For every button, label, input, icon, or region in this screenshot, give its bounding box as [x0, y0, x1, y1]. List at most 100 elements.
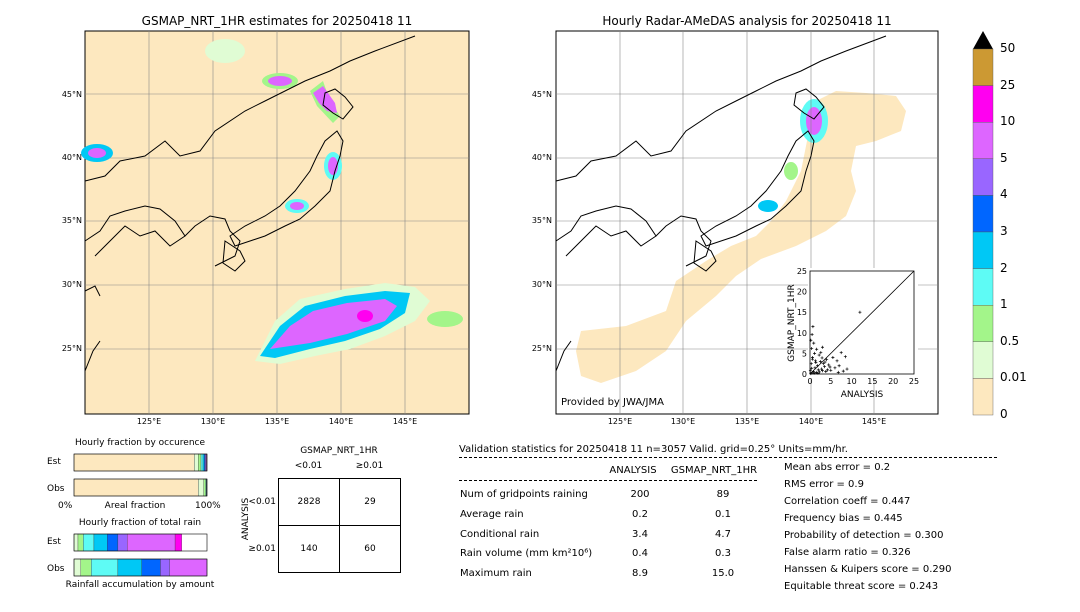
scatter-point [837, 364, 841, 368]
scatter-point [858, 310, 862, 314]
validation-col-gsmap: GSMAP_NRT_1HR [670, 465, 758, 476]
contingency-cell-22: 60 [364, 544, 376, 554]
validation-col-analysis: ANALYSIS [609, 465, 657, 476]
occurrence-frame-est [73, 453, 208, 472]
left-lat-45: 45°N [61, 90, 82, 99]
stat-gsmap-average: 0.1 [715, 509, 731, 520]
scatter-xtick: 15 [867, 377, 877, 386]
colorbar-label: 3 [1000, 224, 1008, 238]
score-freq-bias: Frequency bias = 0.445 [784, 513, 903, 524]
scatter-point [836, 370, 840, 374]
totalrain-bars [73, 533, 208, 577]
score-corr: Correlation coeff = 0.447 [784, 496, 911, 507]
scatter-point [813, 351, 817, 355]
stat-label-volume: Rain volume (mm km²10⁶) [460, 548, 593, 559]
scatter-point [820, 356, 824, 360]
validation-table-rule [459, 480, 757, 481]
occurrence-bar-est-0.01 [194, 453, 199, 472]
scatter-point [815, 364, 819, 368]
scatter-point [824, 370, 828, 374]
colorbar-segment-3 [972, 195, 994, 233]
colorbar-label: 0 [1000, 407, 1008, 421]
rain-patch-east [427, 311, 463, 327]
scatter-ytick: 0 [802, 370, 807, 379]
right-map-title: Hourly Radar-AMeDAS analysis for 2025041… [602, 14, 892, 28]
score-hk: Hanssen & Kuipers score = 0.290 [784, 564, 952, 575]
right-lon-140: 140°E [798, 417, 824, 426]
left-lon-140: 140°E [328, 417, 354, 426]
stat-label-conditional: Conditional rain [460, 529, 540, 540]
scatter-point [809, 362, 813, 366]
scatter-point [808, 368, 812, 372]
scatter-point [828, 365, 832, 369]
right-map-radar-coverage [576, 91, 906, 383]
rain-patch-north-core [268, 76, 292, 86]
totalrain-bar-obs-3 [141, 558, 161, 577]
left-lon-130: 130°E [200, 417, 226, 426]
scatter-point [818, 370, 822, 374]
scatter-xlabel: ANALYSIS [840, 390, 884, 400]
scatter-ytick: 25 [797, 267, 807, 276]
contingency-title: GSMAP_NRT_1HR [300, 446, 378, 456]
scatter-ytick: 10 [797, 329, 807, 338]
scatter-point [810, 332, 814, 336]
contingency-row-ge: ≥0.01 [248, 544, 276, 554]
stat-analysis-volume: 0.4 [632, 548, 648, 559]
right-lon-125: 125°E [607, 417, 633, 426]
radar-rain-tohoku [784, 162, 798, 180]
right-lat-35: 35°N [531, 216, 552, 225]
contingency-hdivider [279, 525, 400, 526]
scatter-point [820, 345, 824, 349]
scatter-xtick: 20 [888, 377, 898, 386]
stat-analysis-average: 0.2 [632, 509, 648, 520]
stat-gsmap-gridpoints: 89 [716, 489, 730, 500]
colorbar-segment-4 [972, 158, 994, 196]
score-mae: Mean abs error = 0.2 [784, 462, 891, 473]
stat-label-gridpoints: Num of gridpoints raining [460, 489, 588, 500]
totalrain-bar-est-5 [127, 533, 176, 552]
scatter-point [817, 353, 821, 357]
scatter-point [818, 360, 822, 364]
totalrain-frame-obs [73, 558, 208, 577]
contingency-col-lt: <0.01 [294, 461, 323, 471]
left-map-rain-patches [81, 39, 463, 364]
stat-analysis-maximum: 8.9 [632, 568, 648, 579]
scatter-point [814, 370, 818, 374]
totalrain-bar-obs-0.5 [80, 558, 92, 577]
rain-patch-hokkaido-core [313, 86, 337, 113]
score-far: False alarm ratio = 0.326 [784, 547, 911, 558]
rain-patch-honshu-core [290, 202, 304, 210]
scatter-plot: 00 5 5 10 10 15 15 20 20 25 25 [797, 267, 919, 386]
totalrain-xlabel: Rainfall accumulation by amount [65, 580, 215, 590]
occurrence-bar-obs-0 [73, 478, 199, 497]
left-lat-40: 40°N [61, 153, 82, 162]
colorbar-segment-1 [972, 268, 994, 306]
left-lon-145: 145°E [392, 417, 418, 426]
scatter-point [823, 360, 827, 364]
totalrain-frame-est [73, 533, 208, 552]
occurrence-cat-obs: Obs [47, 484, 65, 494]
totalrain-bar-est-0.5 [77, 533, 84, 552]
occurrence-title: Hourly fraction by occurence [74, 438, 206, 448]
scatter-point [839, 351, 843, 355]
occurrence-bar-est-2 [202, 453, 205, 472]
totalrain-bar-est-0.01 [73, 533, 79, 552]
occurrence-bar-est-0.5 [198, 453, 202, 472]
stat-analysis-conditional: 3.4 [632, 529, 648, 540]
scatter-point [827, 363, 831, 367]
totalrain-title: Hourly fraction of total rain [78, 518, 202, 528]
right-lat-40: 40°N [531, 153, 552, 162]
score-ets: Equitable threat score = 0.243 [784, 581, 939, 592]
occurrence-bar-est-1 [200, 453, 204, 472]
totalrain-bar-est-3 [107, 533, 119, 552]
colorbar-extend-arrow [973, 31, 993, 49]
contingency-table: 2828 29 140 60 [278, 478, 401, 573]
scatter-point [810, 346, 814, 350]
stat-gsmap-volume: 0.3 [715, 548, 731, 559]
scatter-point [816, 371, 820, 375]
scatter-point [810, 357, 814, 361]
colorbar-segment-0.5 [972, 305, 994, 343]
colorbar-segment-0 [972, 378, 994, 416]
scatter-xtick: 5 [828, 377, 833, 386]
totalrain-bar-est-2 [93, 533, 108, 552]
